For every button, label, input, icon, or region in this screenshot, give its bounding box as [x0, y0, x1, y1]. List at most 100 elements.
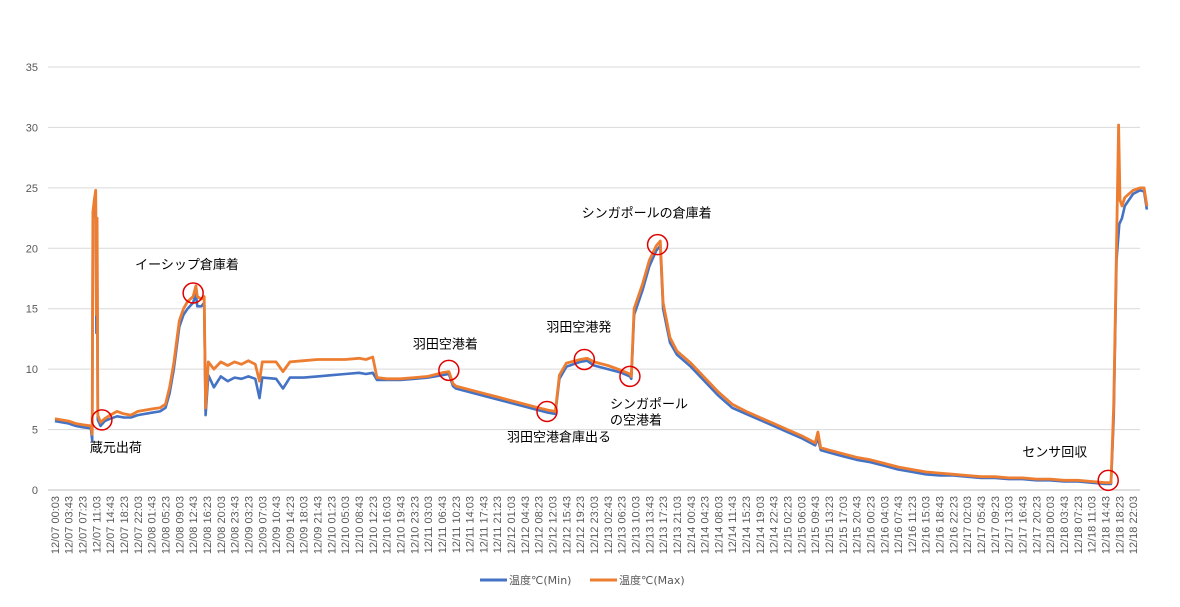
x-tick-label: 12/15 13:23 — [824, 496, 836, 554]
y-tick-label: 15 — [26, 304, 38, 316]
x-tick-label: 12/13 10:03 — [630, 496, 642, 554]
x-tick-label: 12/10 08:43 — [354, 496, 366, 554]
x-tick-label: 12/11 06:43 — [437, 496, 449, 553]
x-tick-label: 12/11 21:23 — [492, 496, 504, 553]
x-tick-label: 12/09 03:23 — [243, 496, 255, 554]
annotation-marker — [619, 365, 641, 388]
x-tick-label: 12/10 01:23 — [326, 496, 338, 554]
x-tick-label: 12/08 23:43 — [230, 496, 242, 554]
x-tick-label: 12/16 22:23 — [948, 496, 960, 554]
legend-label-min: 温度℃(Min) — [509, 573, 571, 587]
x-tick-label: 12/07 14:43 — [105, 496, 117, 554]
x-tick-label: 12/17 16:43 — [1018, 496, 1030, 554]
annotation-label: 羽田空港発 — [546, 320, 611, 335]
x-tick-label: 12/14 19:03 — [755, 496, 767, 554]
x-tick-label: 12/15 20:43 — [852, 496, 864, 554]
annotation-marker — [536, 400, 558, 423]
x-tick-label: 12/09 18:03 — [299, 496, 311, 554]
x-tick-label: 12/08 16:23 — [202, 496, 214, 554]
x-tick-label: 12/16 11:23 — [907, 496, 919, 553]
x-tick-label: 12/13 06:23 — [617, 496, 629, 554]
x-tick-label: 12/16 04:03 — [879, 496, 891, 554]
annotation-marker — [182, 282, 204, 304]
x-tick-label: 12/07 22:03 — [133, 496, 145, 554]
x-tick-label: 12/07 00:03 — [50, 496, 62, 554]
y-tick-label: 5 — [32, 425, 38, 437]
x-tick-label: 12/18 11:03 — [1087, 496, 1099, 553]
x-tick-label: 12/09 21:43 — [313, 496, 325, 554]
x-tick-label: 12/13 02:43 — [603, 496, 615, 554]
x-tick-label: 12/08 12:43 — [188, 496, 200, 554]
x-tick-label: 12/08 20:03 — [216, 496, 228, 554]
annotation-label: シンガポールの倉庫着 — [582, 206, 712, 222]
y-tick-label: 10 — [26, 364, 38, 376]
x-tick-label: 12/13 17:23 — [658, 496, 670, 554]
x-tick-label: 12/11 10:23 — [451, 496, 463, 553]
y-tick-label: 20 — [26, 243, 38, 255]
x-tick-label: 12/16 18:43 — [935, 496, 947, 554]
x-tick-label: 12/11 14:03 — [465, 496, 477, 553]
annotation-marker — [91, 409, 113, 431]
x-tick-label: 12/18 18:23 — [1114, 496, 1126, 554]
series-line-max — [54, 123, 1149, 485]
x-tick-label: 12/07 18:23 — [119, 496, 131, 554]
x-tick-label: 12/17 05:43 — [976, 496, 988, 554]
x-tick-label: 12/15 09:43 — [810, 496, 822, 554]
x-tick-label: 12/12 15:43 — [561, 496, 573, 554]
x-tick-label: 12/10 16:03 — [382, 496, 394, 554]
x-tick-label: 12/10 19:43 — [395, 496, 407, 554]
legend-label-max: 温度℃(Max) — [619, 573, 685, 587]
x-tick-label: 12/10 12:23 — [368, 496, 380, 554]
x-tick-label: 12/14 22:43 — [769, 496, 781, 554]
x-tick-label: 12/17 09:23 — [990, 496, 1002, 554]
x-tick-label: 12/15 17:03 — [838, 496, 850, 554]
x-tick-label: 12/12 01:03 — [506, 496, 518, 554]
x-tick-label: 12/14 15:23 — [741, 496, 753, 554]
x-tick-label: 12/08 05:23 — [160, 496, 172, 554]
annotation-label: シンガポールの空港着 — [610, 397, 688, 428]
x-tick-label: 12/15 06:03 — [796, 496, 808, 554]
annotation-marker — [1097, 469, 1119, 492]
annotation-label: 蔵元出荷 — [90, 441, 142, 456]
x-tick-label: 12/07 11:03 — [91, 496, 103, 553]
annotation-label: 羽田空港着 — [413, 336, 478, 352]
x-tick-label: 12/14 04:23 — [700, 496, 712, 554]
x-tick-label: 12/13 21:03 — [672, 496, 684, 554]
y-tick-label: 30 — [26, 122, 38, 134]
x-tick-label: 12/11 17:43 — [478, 496, 490, 553]
annotation-label: イーシップ倉庫着 — [135, 257, 239, 273]
x-tick-label: 12/14 00:43 — [686, 496, 698, 554]
x-tick-label: 12/12 04:43 — [520, 496, 532, 554]
x-tick-label: 12/16 00:23 — [865, 496, 877, 554]
x-tick-label: 12/10 05:03 — [340, 496, 352, 554]
annotation-label: 羽田空港倉庫出る — [507, 430, 611, 445]
y-tick-label: 25 — [26, 183, 38, 195]
x-tick-label: 12/18 14:43 — [1100, 496, 1112, 554]
x-tick-label: 12/17 13:03 — [1004, 496, 1016, 554]
x-tick-label: 12/12 19:23 — [575, 496, 587, 554]
x-tick-label: 12/14 11:43 — [727, 496, 739, 553]
annotation-label: センサ回収 — [1022, 445, 1087, 460]
y-tick-label: 35 — [26, 62, 38, 74]
x-tick-label: 12/18 00:03 — [1045, 496, 1057, 554]
x-tick-label: 12/09 10:43 — [271, 496, 283, 554]
legend: 温度℃(Min) 温度℃(Max) — [480, 573, 685, 587]
x-tick-label: 12/17 02:03 — [962, 496, 974, 554]
x-tick-label: 12/16 07:43 — [893, 496, 905, 554]
y-tick-label: 0 — [32, 485, 38, 497]
annotation-marker — [573, 348, 596, 371]
x-tick-label: 12/08 01:43 — [147, 496, 159, 554]
x-tick-label: 12/17 20:23 — [1031, 496, 1043, 554]
x-tick-label: 12/07 07:23 — [78, 496, 90, 554]
x-tick-label: 12/18 22:03 — [1128, 496, 1140, 554]
x-tick-label: 12/09 07:03 — [257, 496, 269, 554]
x-tick-label: 12/12 23:03 — [589, 496, 601, 554]
annotation-marker — [438, 359, 460, 382]
x-tick-label: 12/13 13:43 — [644, 496, 656, 554]
x-tick-label: 12/09 14:23 — [285, 496, 297, 554]
x-tick-label: 12/14 08:03 — [713, 496, 725, 554]
x-tick-label: 12/12 08:23 — [534, 496, 546, 554]
x-tick-label: 12/11 03:03 — [423, 496, 435, 553]
x-tick-label: 12/18 03:43 — [1059, 496, 1071, 554]
